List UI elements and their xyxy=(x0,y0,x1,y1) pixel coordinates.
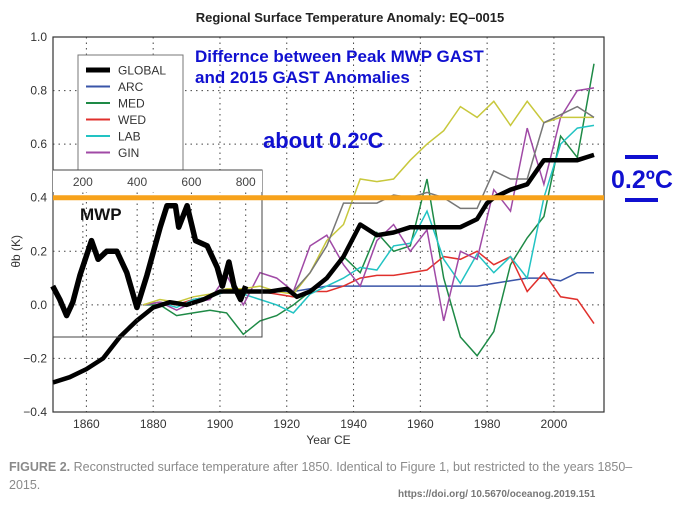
mwp-line xyxy=(50,202,249,319)
mwp-label: MWP xyxy=(80,205,122,224)
annotation-difference: 0.2ºC xyxy=(611,166,673,194)
legend-label: LAB xyxy=(118,130,141,144)
x-tick-label: 1880 xyxy=(140,417,167,431)
x-tick-label: 1860 xyxy=(73,417,100,431)
inset-x-tick-label: 400 xyxy=(127,175,147,189)
series-line-gin xyxy=(143,87,595,322)
y-tick-label: 1.0 xyxy=(30,30,47,44)
figure-caption: FIGURE 2. Reconstructed surface temperat… xyxy=(9,458,649,494)
annotation-about: about 0.2ºC xyxy=(263,128,384,153)
y-tick-label: 0.8 xyxy=(30,84,47,98)
x-axis-label: Year CE xyxy=(306,433,350,447)
inset-x-tick-label: 200 xyxy=(73,175,93,189)
y-tick-label: −0.2 xyxy=(23,351,47,365)
annotation-line2: and 2015 GAST Anomalies xyxy=(195,68,410,87)
series-line-med xyxy=(143,63,595,358)
y-tick-label: 0.6 xyxy=(30,137,47,151)
y-tick-label: −0.4 xyxy=(23,405,47,419)
inset-x-tick-label: 800 xyxy=(236,175,256,189)
y-tick-label: 0.2 xyxy=(30,244,47,258)
mwp-inset: 200 400 600 800 MWP xyxy=(50,169,263,338)
inset-axis-band xyxy=(53,170,262,192)
series-line-global xyxy=(52,152,595,385)
legend-label: WED xyxy=(118,113,146,127)
y-tick-label: 0.4 xyxy=(30,191,47,205)
inset-x-tick-label: 600 xyxy=(181,175,201,189)
legend-label: ARC xyxy=(118,80,144,94)
legend: GLOBAL ARC MED WED LAB GIN xyxy=(77,54,184,181)
legend-label: GLOBAL xyxy=(118,64,166,78)
annotation-line1: Differnce between Peak MWP GAST xyxy=(195,47,484,66)
x-tick-label: 2000 xyxy=(541,417,568,431)
x-tick-label: 1960 xyxy=(407,417,434,431)
x-tick-label: 1980 xyxy=(474,417,501,431)
y-axis-label: θb (K) xyxy=(9,235,23,268)
legend-label: GIN xyxy=(118,146,139,160)
caption-label: FIGURE 2. xyxy=(9,460,71,474)
legend-box xyxy=(77,54,184,181)
x-tick-label: 1900 xyxy=(207,417,234,431)
legend-label: MED xyxy=(118,97,145,111)
chart-title: Regional Surface Temperature Anomaly: EQ… xyxy=(196,10,505,25)
x-tick-label: 1920 xyxy=(273,417,300,431)
caption-text: Reconstructed surface temperature after … xyxy=(9,460,633,492)
doi-text: https://doi.org/ 10.5670/oceanog.2019.15… xyxy=(398,489,596,500)
y-tick-label: 0.0 xyxy=(30,298,47,312)
x-tick-label: 1940 xyxy=(340,417,367,431)
